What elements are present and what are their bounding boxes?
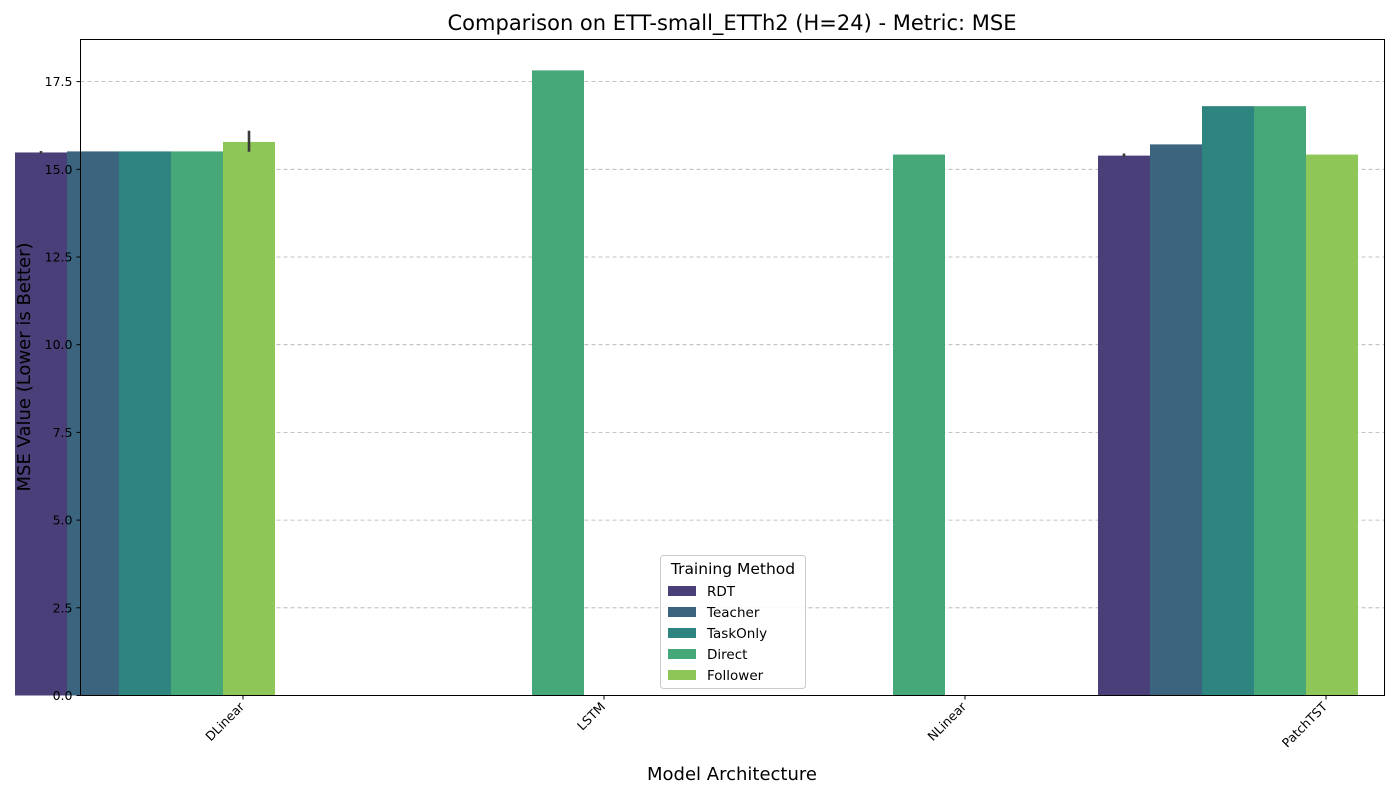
legend-label-taskonly: TaskOnly xyxy=(706,626,767,642)
y-gridlines xyxy=(80,81,1385,609)
legend-label-direct: Direct xyxy=(707,647,747,663)
bar-direct-dlinear xyxy=(171,151,223,696)
bar-rdt-patchtst xyxy=(1098,155,1150,696)
legend-label-teacher: Teacher xyxy=(706,605,760,621)
x-tick-label: LSTM xyxy=(574,699,608,733)
bar-taskonly-patchtst xyxy=(1202,106,1254,696)
legend: Training Method RDT Teacher TaskOnly Direct… xyxy=(660,555,806,689)
bar-teacher-dlinear xyxy=(67,151,119,696)
legend-title: Training Method xyxy=(670,560,795,578)
y-tick-label: 10.0 xyxy=(45,337,73,352)
legend-swatch-taskonly xyxy=(668,628,696,638)
legend-label-rdt: RDT xyxy=(707,584,736,600)
error-bars xyxy=(39,130,1126,158)
bar-direct-patchtst xyxy=(1254,106,1306,696)
legend-label-follower: Follower xyxy=(707,668,764,684)
bar-rdt-dlinear xyxy=(15,152,67,696)
y-axis-ticks: 0.0 2.5 5.0 7.5 10.0 12.5 15.0 17.5 xyxy=(45,74,81,703)
plot-frame xyxy=(80,39,1385,696)
chart-title: Comparison on ETT-small_ETTh2 (H=24) - M… xyxy=(448,11,1017,36)
legend-swatch-rdt xyxy=(668,586,696,596)
x-axis-ticks: DLinear LSTM NLinear PatchTST xyxy=(202,695,1331,751)
x-tick-label: PatchTST xyxy=(1279,699,1331,751)
bar-follower-dlinear xyxy=(223,141,275,696)
bar-direct-nlinear xyxy=(893,154,945,696)
bars xyxy=(15,70,1358,696)
y-tick-label: 7.5 xyxy=(53,425,73,440)
x-tick-label: DLinear xyxy=(202,698,247,743)
y-axis-label: MSE Value (Lower is Better) xyxy=(14,242,35,491)
legend-items: RDT Teacher TaskOnly Direct Follower xyxy=(668,584,767,684)
x-tick-label: NLinear xyxy=(924,698,969,743)
bar-follower-patchtst xyxy=(1306,154,1358,696)
legend-swatch-follower xyxy=(668,670,696,680)
x-axis-label: Model Architecture xyxy=(647,764,817,785)
y-tick-label: 2.5 xyxy=(53,600,73,615)
bar-taskonly-dlinear xyxy=(119,151,171,696)
y-tick-label: 17.5 xyxy=(45,74,73,89)
y-tick-label: 0.0 xyxy=(53,688,73,703)
legend-box xyxy=(660,555,806,689)
y-tick-label: 12.5 xyxy=(45,249,73,264)
y-tick-label: 5.0 xyxy=(53,513,73,528)
legend-swatch-direct xyxy=(668,649,696,659)
legend-swatch-teacher xyxy=(668,607,696,617)
bar-direct-lstm xyxy=(532,70,584,696)
y-tick-label: 15.0 xyxy=(45,162,73,177)
bar-teacher-patchtst xyxy=(1150,144,1202,696)
